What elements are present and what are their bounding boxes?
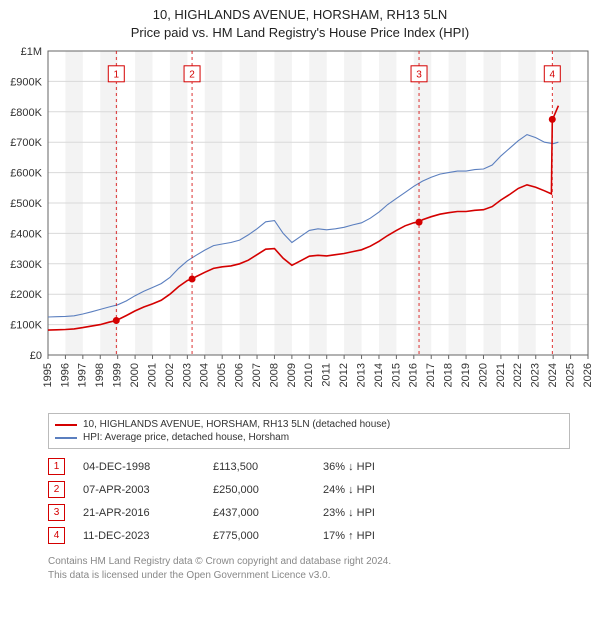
- svg-text:2025: 2025: [564, 363, 576, 387]
- svg-text:£600K: £600K: [10, 168, 42, 180]
- transaction-marker: 1: [48, 458, 65, 475]
- svg-text:2020: 2020: [477, 363, 489, 387]
- transaction-price: £775,000: [213, 530, 323, 542]
- legend-swatch: [55, 424, 77, 426]
- svg-text:2007: 2007: [251, 363, 263, 387]
- svg-text:2006: 2006: [234, 363, 246, 387]
- svg-text:2018: 2018: [443, 363, 455, 387]
- transaction-price: £113,500: [213, 461, 323, 473]
- svg-text:1996: 1996: [59, 363, 71, 387]
- svg-text:1995: 1995: [42, 363, 54, 387]
- title-line-1: 10, HIGHLANDS AVENUE, HORSHAM, RH13 5LN: [0, 6, 600, 24]
- transaction-marker: 2: [48, 481, 65, 498]
- svg-text:2011: 2011: [321, 363, 333, 387]
- svg-text:£0: £0: [30, 350, 42, 362]
- transaction-date: 07-APR-2003: [83, 484, 213, 496]
- svg-text:2008: 2008: [268, 363, 280, 387]
- svg-text:2023: 2023: [530, 363, 542, 387]
- footer-line-2: This data is licensed under the Open Gov…: [48, 569, 570, 583]
- svg-text:2000: 2000: [129, 363, 141, 387]
- transaction-date: 11-DEC-2023: [83, 530, 213, 542]
- legend-label: 10, HIGHLANDS AVENUE, HORSHAM, RH13 5LN …: [83, 419, 390, 430]
- transaction-price: £437,000: [213, 507, 323, 519]
- transaction-row: 2 07-APR-2003£250,00024% ↓ HPI: [48, 478, 570, 501]
- svg-text:2012: 2012: [338, 363, 350, 387]
- transaction-row: 3 21-APR-2016£437,00023% ↓ HPI: [48, 501, 570, 524]
- svg-text:2024: 2024: [547, 363, 559, 387]
- transactions-table: 1 04-DEC-1998£113,50036% ↓ HPI 2 07-APR-200…: [48, 455, 570, 547]
- chart: £0 £100K £200K £300K £400K £500K £600K £700K £80…: [0, 45, 600, 405]
- transaction-row: 1 04-DEC-1998£113,50036% ↓ HPI: [48, 455, 570, 478]
- svg-text:2017: 2017: [425, 363, 437, 387]
- legend-item: HPI: Average price, detached house, Hors…: [55, 431, 563, 444]
- svg-text:1: 1: [114, 69, 120, 80]
- svg-text:2001: 2001: [146, 363, 158, 387]
- svg-text:2022: 2022: [512, 363, 524, 387]
- legend-label: HPI: Average price, detached house, Hors…: [83, 432, 289, 443]
- footer-line-1: Contains HM Land Registry data © Crown c…: [48, 555, 570, 569]
- svg-text:4: 4: [550, 69, 556, 80]
- svg-text:1997: 1997: [77, 363, 89, 387]
- svg-text:2014: 2014: [373, 363, 385, 387]
- svg-text:2009: 2009: [286, 363, 298, 387]
- svg-text:1998: 1998: [94, 363, 106, 387]
- svg-text:£500K: £500K: [10, 198, 42, 210]
- legend-swatch: [55, 437, 77, 439]
- svg-text:£700K: £700K: [10, 137, 42, 149]
- footer: Contains HM Land Registry data © Crown c…: [48, 555, 570, 582]
- svg-text:£800K: £800K: [10, 107, 42, 119]
- svg-text:£1M: £1M: [21, 46, 42, 58]
- page: 10, HIGHLANDS AVENUE, HORSHAM, RH13 5LN …: [0, 0, 600, 582]
- svg-text:£300K: £300K: [10, 259, 42, 271]
- svg-text:2019: 2019: [460, 363, 472, 387]
- svg-text:3: 3: [416, 69, 422, 80]
- transaction-diff: 24% ↓ HPI: [323, 484, 433, 496]
- svg-text:2002: 2002: [164, 363, 176, 387]
- svg-text:1999: 1999: [112, 363, 124, 387]
- transaction-date: 21-APR-2016: [83, 507, 213, 519]
- transaction-diff: 23% ↓ HPI: [323, 507, 433, 519]
- transaction-diff: 36% ↓ HPI: [323, 461, 433, 473]
- chart-svg: £0 £100K £200K £300K £400K £500K £600K £700K £80…: [0, 45, 600, 405]
- transaction-date: 04-DEC-1998: [83, 461, 213, 473]
- legend: 10, HIGHLANDS AVENUE, HORSHAM, RH13 5LN …: [48, 413, 570, 449]
- svg-text:2016: 2016: [408, 363, 420, 387]
- svg-text:£200K: £200K: [10, 289, 42, 301]
- svg-text:2010: 2010: [303, 363, 315, 387]
- svg-text:2026: 2026: [582, 363, 594, 387]
- svg-text:2005: 2005: [216, 363, 228, 387]
- svg-text:2013: 2013: [355, 363, 367, 387]
- svg-text:2004: 2004: [199, 363, 211, 387]
- transaction-marker: 3: [48, 504, 65, 521]
- svg-text:2015: 2015: [390, 363, 402, 387]
- transaction-row: 4 11-DEC-2023£775,00017% ↑ HPI: [48, 524, 570, 547]
- transaction-marker: 4: [48, 527, 65, 544]
- svg-text:2003: 2003: [181, 363, 193, 387]
- svg-text:2: 2: [189, 69, 195, 80]
- transaction-diff: 17% ↑ HPI: [323, 530, 433, 542]
- svg-text:£100K: £100K: [10, 320, 42, 332]
- transaction-price: £250,000: [213, 484, 323, 496]
- title-line-2: Price paid vs. HM Land Registry's House …: [0, 24, 600, 42]
- chart-titles: 10, HIGHLANDS AVENUE, HORSHAM, RH13 5LN …: [0, 0, 600, 45]
- svg-text:2021: 2021: [495, 363, 507, 387]
- legend-item: 10, HIGHLANDS AVENUE, HORSHAM, RH13 5LN …: [55, 418, 563, 431]
- svg-text:£400K: £400K: [10, 228, 42, 240]
- svg-text:£900K: £900K: [10, 76, 42, 88]
